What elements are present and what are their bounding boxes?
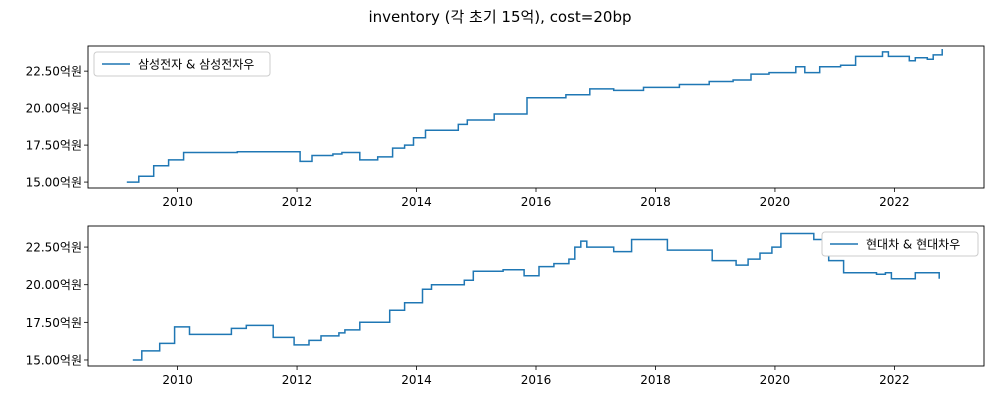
- legend: 현대차 & 현대차우: [821, 231, 979, 257]
- y-tick-label: 15.00억원: [26, 353, 82, 367]
- x-tick-label: 2020: [760, 373, 791, 387]
- legend: 삼성전자 & 삼성전자우: [93, 51, 271, 77]
- x-tick-label: 2016: [521, 195, 552, 209]
- legend-label: 현대차 & 현대차우: [866, 238, 960, 252]
- x-tick-label: 2014: [401, 373, 432, 387]
- legend-box: [821, 231, 979, 257]
- chart-panel-1: 2010 2012 2014 2016 2018 2020 2022 15.00억원 17.50…: [26, 45, 985, 209]
- y-tick-label: 20.00억원: [26, 278, 82, 292]
- x-tick-label: 2012: [282, 373, 313, 387]
- x-tick-label: 2014: [401, 195, 432, 209]
- x-tick-label: 2018: [640, 373, 671, 387]
- figure-title: inventory (각 초기 15억), cost=20bp: [368, 8, 631, 26]
- chart-panel-2: 2010 2012 2014 2016 2018 2020 2022 15.00억원 17.50…: [26, 225, 985, 387]
- x-tick-label: 2020: [760, 195, 791, 209]
- x-tick-label: 2012: [282, 195, 313, 209]
- chart-panels: 2010 2012 2014 2016 2018 2020 2022 15.00억원 17.50…: [26, 45, 985, 387]
- y-tick-label: 17.50억원: [26, 139, 82, 153]
- x-tick-label: 2016: [521, 373, 552, 387]
- x-tick-label: 2010: [162, 373, 193, 387]
- x-tick-label: 2022: [879, 195, 910, 209]
- y-tick-label: 20.00억원: [26, 102, 82, 116]
- y-tick-label: 22.50억원: [26, 241, 82, 255]
- legend-box: [93, 51, 271, 77]
- y-tick-label: 15.00억원: [26, 176, 82, 190]
- series-line-1-1: [126, 49, 943, 183]
- y-tick-label: 17.50억원: [26, 316, 82, 330]
- series-line-2-1: [132, 232, 940, 361]
- y-tick-label: 22.50억원: [26, 65, 82, 79]
- x-tick-label: 2010: [162, 195, 193, 209]
- legend-label: 삼성전자 & 삼성전자우: [138, 58, 254, 72]
- x-tick-label: 2018: [640, 195, 671, 209]
- x-tick-label: 2022: [879, 373, 910, 387]
